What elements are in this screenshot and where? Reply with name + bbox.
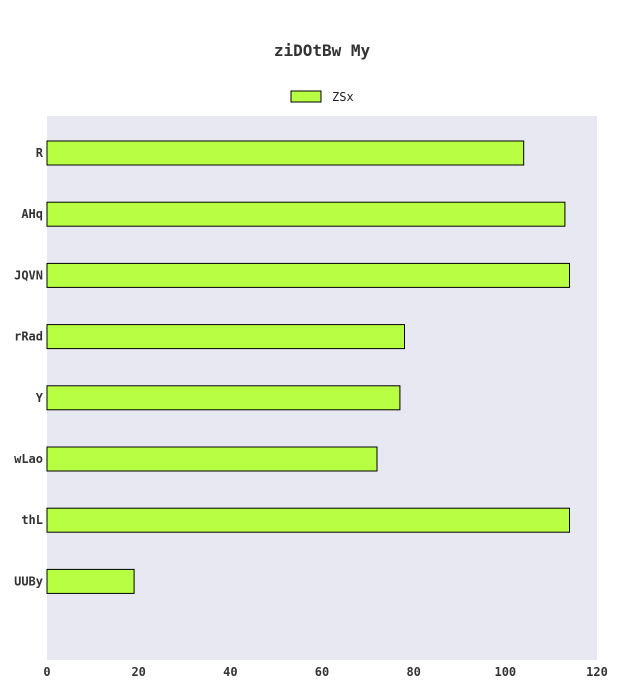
x-tick-label: 0	[43, 665, 50, 679]
bars	[46, 140, 570, 594]
bar-thL	[46, 507, 570, 533]
y-tick-label: UUBy	[14, 574, 43, 588]
y-tick-label: JQVN	[14, 268, 43, 282]
y-tick-label: Y	[36, 391, 44, 405]
bar-Y	[46, 385, 401, 411]
bar-wLao	[46, 446, 378, 472]
legend-swatch	[290, 90, 322, 103]
y-tick-label: wLao	[14, 452, 43, 466]
y-tick-label: thL	[21, 513, 43, 527]
legend: ZSx	[290, 90, 354, 104]
legend-label: ZSx	[332, 90, 354, 104]
y-tick-label: rRad	[14, 330, 43, 344]
y-tick-label: AHq	[21, 207, 43, 221]
x-tick-label: 100	[494, 665, 516, 679]
chart-title: ziDOtBw My	[274, 41, 371, 60]
x-tick-label: 20	[131, 665, 145, 679]
x-tick-label: 80	[406, 665, 420, 679]
x-axis-tick-labels: 0 20 40 60 80 100 120	[43, 665, 607, 679]
bar-AHq	[46, 201, 566, 227]
bar-UUBy	[46, 568, 135, 594]
bar-JQVN	[46, 262, 570, 288]
x-tick-label: 120	[586, 665, 608, 679]
y-tick-label: R	[36, 146, 44, 160]
bar-rRad	[46, 324, 405, 350]
x-tick-label: 40	[223, 665, 237, 679]
x-tick-label: 60	[315, 665, 329, 679]
bar-R	[46, 140, 525, 166]
